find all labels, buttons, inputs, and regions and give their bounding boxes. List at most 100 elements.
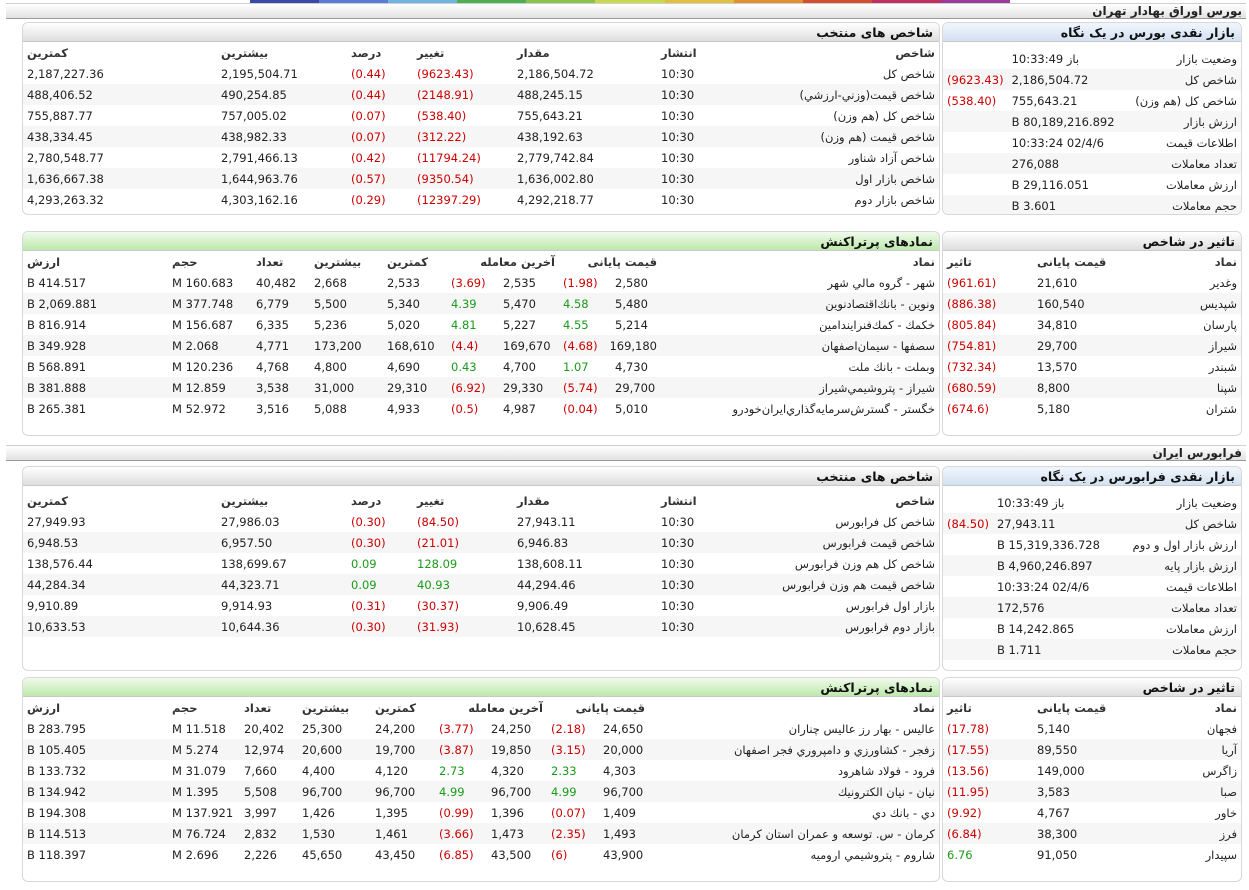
active-low: 24,200 (375, 721, 416, 736)
active-count: 3,516 (256, 401, 289, 416)
table-row[interactable]: خاور 4,767 (9.92) (943, 802, 1241, 823)
active-high: 1,530 (298, 823, 371, 844)
active-low: 4,690 (387, 359, 420, 374)
table-row[interactable]: وبملت - بانك ملت 4,730 1.07 4,700 0.43 4,690 4… (23, 356, 939, 377)
table-row[interactable]: شاخص بازار اول 10:30 1,636,002.80 (9350.54)… (23, 168, 939, 189)
table-row[interactable]: شاخص آزاد شناور 10:30 2,779,742.84 (11794.2… (23, 147, 939, 168)
table-row[interactable]: فرز 38,300 (6.84) (943, 823, 1241, 844)
active-last-change: (6.92) (447, 377, 499, 398)
row-label: حجم معاملات (1103, 639, 1241, 660)
table-row[interactable]: شاروم - پتروشيمي اروميه 43,900 (6) 43,500 (6… (23, 844, 939, 865)
table-row[interactable]: خگستر - گسترش‌سرمايه‌گذاري‌ايران‌خودرو 5,… (23, 398, 939, 419)
table-row[interactable]: صبا 3,583 (11.95) (943, 781, 1241, 802)
row-change: (538.40) (947, 93, 997, 108)
active-close-change: 2.33 (551, 763, 577, 778)
impact-value: (805.84) (947, 317, 997, 332)
impact-symbol: سپيدار (1205, 847, 1237, 862)
index-time: 10:30 (661, 150, 695, 165)
active-last: 5,470 (499, 293, 559, 314)
active-last-change: (4.4) (447, 335, 499, 356)
table-row[interactable]: شتران 5,180 (674.6) (943, 398, 1241, 419)
table-row[interactable]: زفجر - كشاورزي و دامپروري فجر اصفهان 20,0… (23, 739, 939, 760)
index-value: 438,192.63 (513, 126, 657, 147)
active-last-change: (0.5) (451, 401, 479, 416)
table-row[interactable]: خكمك - كمك‌فنرايندامين 5,214 4.55 5,227 4.81… (23, 314, 939, 335)
index-change: (9350.54) (413, 168, 513, 189)
table-row[interactable]: شاخص کل هم وزن فرابورس 10:30 138,608.11 128… (23, 553, 939, 574)
table-row[interactable]: عاليس - بهار رز عاليس چناران 24,650 (2.18)… (23, 718, 939, 739)
table-row[interactable]: سپيدار 91,050 6.76 (943, 844, 1241, 865)
col-header: ارزش (27, 700, 61, 715)
index-name: شاخص آزاد شناور (848, 150, 935, 165)
col-header: قیمت پایانی (1037, 700, 1107, 715)
table-row[interactable]: آريا 89,550 (17.55) (943, 739, 1241, 760)
panel-title: بازار نقدی بورس در یک نگاه (1060, 25, 1235, 40)
table-row[interactable]: شاخص قیمت فرابورس 10:30 6,946.83 (21.01) (0.… (23, 532, 939, 553)
index-change: (538.40) (417, 108, 467, 123)
panel-title: نمادهای پرتراکنش (820, 234, 933, 249)
table-row[interactable]: شاخص قیمت هم وزن فرابورس 10:30 44,294.46 40… (23, 574, 939, 595)
table-row[interactable]: شهر - گروه مالي شهر 2,580 (1.98) 2,535 (3.69… (23, 272, 939, 293)
impact-symbol: شپنا (1145, 377, 1241, 398)
table-row[interactable]: بازار اول فرابورس 10:30 9,906.49 (30.37) (0.… (23, 595, 939, 616)
table-row[interactable]: وغدير 21,610 (961.61) (943, 272, 1241, 293)
impact-symbol: شتران (1205, 401, 1237, 416)
table-row[interactable]: فرود - فولاد شاهرود 4,303 2.33 4,320 2.73 4,1… (23, 760, 939, 781)
active-close-change: (4.68) (559, 335, 611, 356)
row-change: (9623.43) (943, 69, 1008, 90)
index-low: 438,334.45 (23, 126, 217, 147)
active-close: 24,650 (603, 721, 644, 736)
table-row[interactable]: سصفها - سيمان‌اصفهان 169,180 (4.68) 169,670… (23, 335, 939, 356)
impact-symbol: شيراز (1145, 335, 1241, 356)
index-name: شاخص قیمت فرابورس (703, 532, 939, 553)
table-row[interactable]: زاگرس 149,000 (13.56) (943, 760, 1241, 781)
active-value: 349.928 B (23, 335, 168, 356)
table-row[interactable]: شپنا 8,800 (680.59) (943, 377, 1241, 398)
index-change: (12397.29) (417, 192, 481, 207)
impact-symbol: خاور (1215, 805, 1237, 820)
active-last-change: (3.77) (439, 721, 474, 736)
col-header: مقدار (517, 493, 550, 508)
table-row[interactable]: شاخص کل (هم وزن) 10:30 755,643.21 (538.40) (… (23, 105, 939, 126)
table-row: اطلاعات قیمت 02/4/6 10:33:24 (943, 132, 1241, 153)
active-symbol: شيراز - پتروشيمي‌شيراز (661, 377, 939, 398)
table-row[interactable]: ونوين - بانك‌اقتصادنوين 5,480 4.58 5,470 4.3… (23, 293, 939, 314)
table-row[interactable]: شاخص قیمت (هم وزن) 10:30 438,192.63 (312.22… (23, 126, 939, 147)
table-row[interactable]: كرمان - س. توسعه و عمران استان كرمان 1,49… (23, 823, 939, 844)
active-low: 2,533 (387, 275, 420, 290)
table-row: ارزش معاملات 29,116.051 B (943, 174, 1241, 195)
row-value: 02/4/6 10:33:24 (996, 579, 1090, 594)
table-row: تعداد معاملات 172,576 (943, 597, 1241, 618)
active-high: 20,600 (298, 739, 371, 760)
table-row[interactable]: شيراز - پتروشيمي‌شيراز 29,700 (5.74) 29,330… (23, 377, 939, 398)
table-row[interactable]: شاخص کل فرابورس 10:30 27,943.11 (84.50) (0.3… (23, 511, 939, 532)
table-row[interactable]: نيان - نيان الكترونيك 96,700 4.99 96,700 4.9… (23, 781, 939, 802)
impact-value: (961.61) (947, 275, 997, 290)
table-row[interactable]: شپديس 160,540 (886.38) (943, 293, 1241, 314)
row-label: تعداد معاملات (1118, 153, 1241, 174)
table-row[interactable]: شبندر 13,570 (732.34) (943, 356, 1241, 377)
active-low: 5,020 (387, 317, 420, 332)
index-value: 27,943.11 (517, 514, 576, 529)
table-row[interactable]: دي - بانك دي 1,409 (0.07) 1,396 (0.99) 1,395 1… (23, 802, 939, 823)
active-close-change: 4.55 (563, 317, 589, 332)
strip-segment (319, 0, 389, 3)
table-row[interactable]: شاخص قیمت(وزني-ارزشي) 10:30 488,245.15 (214… (23, 84, 939, 105)
table-row[interactable]: پارسان 34,810 (805.84) (943, 314, 1241, 335)
table-row[interactable]: شاخص کل 10:30 2,186,504.72 (9623.43) (0.44) 2… (23, 63, 939, 84)
table-row[interactable]: بازار دوم فرابورس 10:30 10,628.45 (31.93) (0… (23, 616, 939, 637)
active-volume: 160.683 M (172, 275, 234, 290)
table-row[interactable]: شاخص بازار دوم 10:30 4,292,218.77 (12397.29… (23, 189, 939, 210)
col-header: بیشترین (221, 45, 269, 60)
index-high: 2,791,466.13 (221, 150, 298, 165)
active-last-change: (0.99) (439, 805, 474, 820)
row-label: ارزش بازار پایه (1103, 555, 1241, 576)
impact-value: (9.92) (947, 805, 982, 820)
table-row[interactable]: شيراز 29,700 (754.81) (943, 335, 1241, 356)
tse-impact-table: نماد قیمت پایانی تاثیر وغدير 21,610 (961.6… (943, 251, 1241, 419)
active-symbol: كرمان - س. توسعه و عمران استان كرمان (649, 823, 939, 844)
active-count: 6,335 (256, 317, 289, 332)
table-row: وضعيت بازار باز 10:33:49 (943, 48, 1241, 69)
table-row[interactable]: فجهان 5,140 (17.78) (943, 718, 1241, 739)
index-percent: (0.30) (347, 616, 413, 637)
